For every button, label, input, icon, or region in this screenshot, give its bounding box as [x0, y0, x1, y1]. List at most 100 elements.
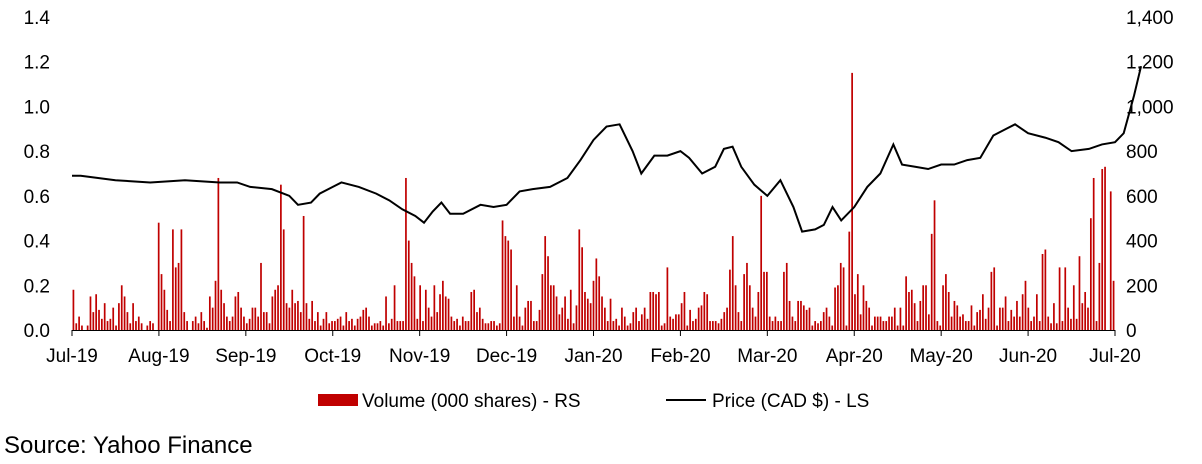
- volume-bar: [1044, 249, 1047, 330]
- volume-bar: [689, 309, 691, 330]
- volume-bar: [1072, 285, 1075, 330]
- volume-bar: [319, 325, 322, 330]
- volume-bar: [677, 314, 680, 330]
- volume-bar: [527, 300, 529, 330]
- volume-bar: [282, 229, 285, 330]
- volume-bar: [1061, 321, 1064, 330]
- volume-bar: [1092, 177, 1095, 330]
- volume-bar: [291, 289, 294, 330]
- volume-bar: [427, 307, 430, 330]
- volume-bar: [152, 323, 154, 330]
- volume-bar: [280, 184, 282, 330]
- volume-bar: [933, 200, 936, 330]
- volume-bar: [970, 305, 973, 330]
- volume-bar: [299, 312, 302, 330]
- left-tick-label: 1.2: [24, 53, 50, 74]
- right-tick-label: 1,200: [1126, 53, 1174, 74]
- left-tick-label: 0.2: [24, 276, 50, 297]
- volume-bar: [572, 323, 575, 330]
- volume-bar: [146, 325, 149, 330]
- volume-bar: [166, 309, 169, 330]
- volume-bar: [521, 325, 524, 330]
- left-tick-label: 1.4: [24, 8, 51, 29]
- volume-bar: [157, 222, 160, 330]
- volume-bar: [1035, 294, 1038, 330]
- volume-bar: [223, 303, 225, 330]
- volume-bar: [945, 274, 947, 330]
- volume-bar: [879, 316, 882, 330]
- volume-bar: [172, 229, 174, 330]
- volume-bar: [237, 291, 240, 330]
- volume-bar: [1001, 307, 1004, 330]
- volume-bar: [609, 298, 612, 330]
- volume-bar: [854, 294, 856, 330]
- volume-bar: [407, 240, 410, 330]
- volume-bar: [751, 307, 754, 330]
- volume-bar: [1087, 307, 1089, 330]
- volume-bar: [106, 321, 109, 330]
- volume-bar: [845, 325, 848, 330]
- volume-bar: [882, 321, 885, 330]
- volume-bar: [484, 323, 487, 330]
- volume-bar: [922, 285, 925, 330]
- volume-bar: [820, 321, 822, 330]
- volume-bar: [811, 325, 814, 330]
- volume-bar: [828, 316, 831, 330]
- volume-bar: [720, 318, 723, 330]
- volume-bar: [388, 323, 390, 330]
- x-axis: Jul-19 Aug-19 Sep-19 Oct-19 Nov-19 Dec-19 Jan-…: [46, 330, 1141, 367]
- volume-bar: [618, 325, 620, 330]
- volume-bar: [302, 215, 305, 330]
- volume-bar: [419, 285, 421, 330]
- volume-bar: [314, 321, 316, 330]
- volume-bar: [856, 274, 859, 330]
- volume-bar: [942, 285, 944, 330]
- volume-bar: [1078, 256, 1081, 330]
- volume-bar: [456, 318, 458, 330]
- x-tick-label: Feb-20: [650, 346, 710, 367]
- volume-bar: [149, 321, 152, 330]
- volume-bar: [737, 312, 740, 330]
- volume-bar: [615, 318, 618, 330]
- right-tick-label: 600: [1126, 187, 1158, 208]
- volume-bar: [376, 323, 379, 330]
- volume-bar: [211, 307, 214, 330]
- volume-bar: [731, 236, 734, 330]
- volume-bar: [518, 316, 521, 330]
- volume-bar: [442, 280, 444, 330]
- volume-bar: [800, 300, 802, 330]
- volume-bar: [959, 316, 961, 330]
- volume-bar: [1013, 316, 1015, 330]
- volume-bar: [98, 309, 100, 330]
- volume-bar: [507, 240, 510, 330]
- volume-bar: [140, 323, 143, 330]
- volume-bar: [805, 309, 808, 330]
- volume-bar: [345, 312, 348, 330]
- volume-bar: [402, 321, 404, 330]
- volume-bar: [936, 321, 939, 330]
- volume-bar: [672, 318, 674, 330]
- volume-bar: [567, 318, 569, 330]
- volume-bar: [606, 321, 609, 330]
- volume-bar: [1030, 321, 1033, 330]
- volume-bar: [396, 321, 399, 330]
- right-tick-label: 1,000: [1126, 97, 1174, 118]
- volume-bar: [660, 325, 663, 330]
- volume-bar: [1070, 318, 1072, 330]
- x-tick-label: Apr-20: [826, 346, 883, 367]
- volume-bar: [226, 316, 228, 330]
- volume-bar: [967, 321, 970, 330]
- volume-bar: [393, 285, 396, 330]
- volume-bar: [160, 274, 163, 330]
- volume-bar: [220, 289, 223, 330]
- volume-bar: [925, 285, 927, 330]
- volume-bar: [694, 318, 697, 330]
- volume-bar: [262, 312, 265, 330]
- volume-bar: [666, 267, 669, 330]
- volume-bar: [390, 318, 393, 330]
- volume-bar: [893, 307, 896, 330]
- volume-bar: [453, 321, 456, 330]
- volume-bar: [498, 323, 501, 330]
- volume-bar: [186, 321, 188, 330]
- volume-bar: [851, 72, 853, 330]
